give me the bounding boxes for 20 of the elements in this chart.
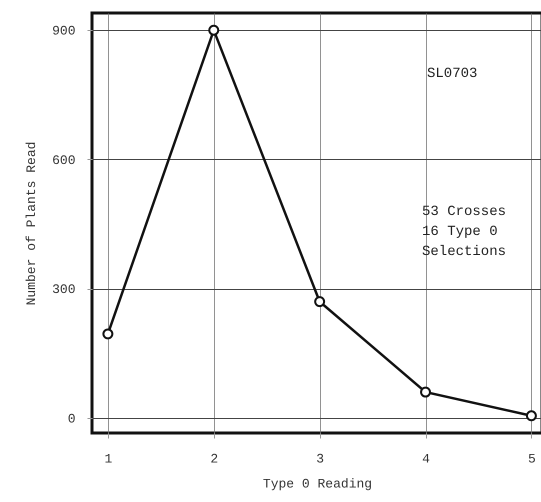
x-tick-label: 2 — [210, 452, 218, 466]
y-tick-label: 0 — [68, 411, 76, 426]
x-tick-label: 3 — [316, 452, 324, 466]
annotation: SL0703 — [427, 66, 478, 82]
point — [102, 328, 114, 340]
y-tick-label: 300 — [52, 282, 76, 298]
y-axis-title: Number of Plants Read — [24, 142, 40, 306]
x-tick-label: 4 — [422, 452, 430, 466]
x-tick-label: 1 — [104, 452, 112, 466]
point — [208, 24, 220, 36]
annotation: 16 Type 0 — [422, 224, 498, 240]
point — [420, 386, 431, 398]
y-tick-label: 900 — [52, 24, 76, 39]
x-axis-title: Type 0 Reading — [262, 476, 372, 492]
annotation: Selections — [422, 244, 506, 260]
y-tick-label: 600 — [52, 152, 76, 168]
point — [526, 410, 537, 422]
point — [314, 296, 326, 308]
x-tick-label: 5 — [528, 452, 536, 466]
annotation: 53 Crosses — [422, 204, 506, 220]
